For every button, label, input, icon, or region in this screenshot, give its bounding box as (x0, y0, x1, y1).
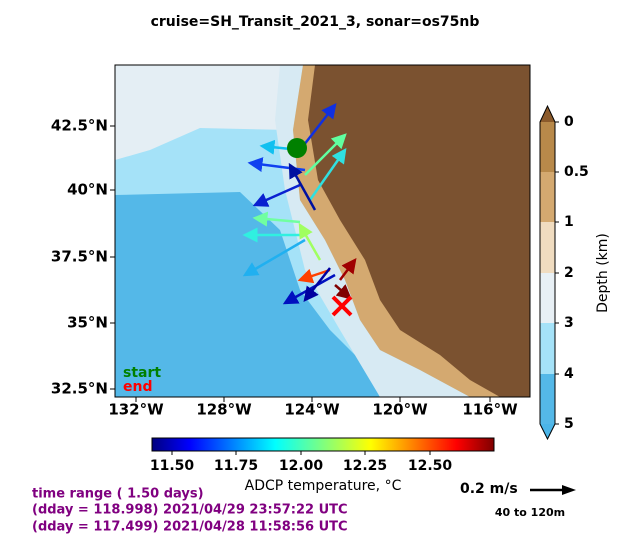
time-range: time range ( 1.50 days) (32, 487, 204, 502)
depth-tick-label: 1 (564, 214, 574, 230)
depth-colorbar (539, 104, 556, 441)
map-frame (114, 64, 531, 398)
depth-tick-label: 0.5 (564, 164, 589, 180)
scale-arrowhead (562, 485, 576, 495)
lat-tick-label: 37.5°N (51, 248, 108, 266)
lon-tick-label: 124°W (284, 401, 340, 419)
map (115, 65, 530, 397)
temperature-tick-label: 12.00 (279, 458, 324, 474)
start-marker (287, 138, 307, 158)
temperature-tick-label: 12.50 (408, 458, 453, 474)
title: cruise=SH_Transit_2021_3, sonar=os75nb (151, 14, 480, 30)
start-label: start (123, 365, 161, 381)
dday-start: (dday = 117.499) 2021/04/28 11:58:56 UTC (32, 520, 348, 535)
depth-tick-label: 4 (564, 366, 574, 382)
depth-tick-label: 3 (564, 315, 574, 331)
depth-tick-label: 0 (564, 114, 574, 130)
temperature-tick-label: 11.50 (150, 458, 195, 474)
lat-tick-label: 32.5°N (51, 380, 108, 398)
depth-label: Depth (km) (595, 233, 611, 313)
end-label: end (123, 379, 152, 395)
depth-range: 40 to 120m (495, 506, 565, 519)
depth-ticks: 0 0.5 1 2 3 4 5 (555, 114, 589, 432)
vectors (242, 103, 357, 305)
end-marker (331, 295, 353, 317)
scale-speed: 0.2 m/s (460, 481, 518, 497)
lon-tick-label: 120°W (372, 401, 428, 419)
lat-ticks: 42.5°N 40°N 37.5°N 35°N 32.5°N (51, 117, 115, 398)
lon-tick-label: 128°W (196, 401, 252, 419)
temperature-ticks: 11.50 11.75 12.00 12.25 12.50 (150, 451, 453, 474)
temperature-colorbar (151, 437, 495, 452)
lon-tick-label: 132°W (108, 401, 164, 419)
lat-tick-label: 35°N (67, 314, 108, 332)
lon-ticks: 132°W 128°W 124°W 120°W 116°W (108, 397, 518, 419)
temperature-tick-label: 12.25 (343, 458, 387, 474)
lat-tick-label: 40°N (67, 181, 108, 199)
lon-tick-label: 116°W (462, 401, 518, 419)
dday-end: (dday = 118.998) 2021/04/29 23:57:22 UTC (32, 503, 348, 518)
depth-tick-label: 2 (564, 265, 574, 281)
temperature-label: ADCP temperature, °C (245, 478, 402, 494)
lat-tick-label: 42.5°N (51, 117, 108, 135)
temperature-tick-label: 11.75 (214, 458, 258, 474)
depth-tick-label: 5 (564, 416, 574, 432)
